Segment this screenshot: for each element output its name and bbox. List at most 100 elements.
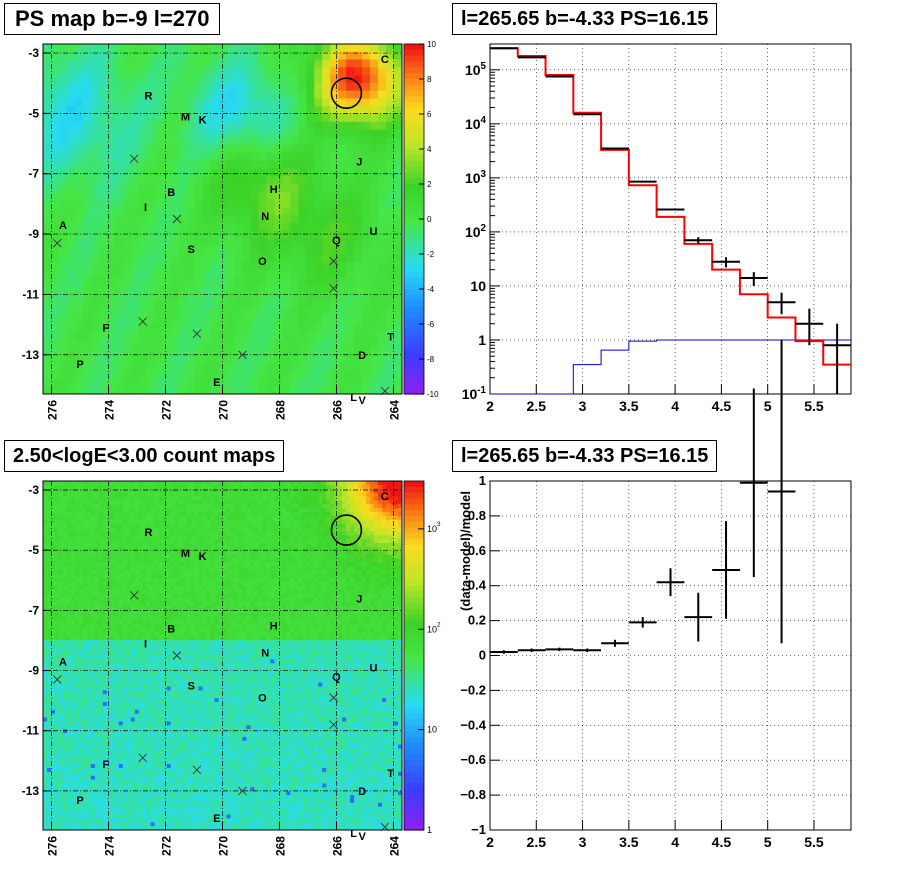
heatmap-cell <box>134 558 140 563</box>
heatmap-cell <box>90 145 100 154</box>
heatmap-cell <box>178 324 188 333</box>
heatmap-cell <box>102 519 108 525</box>
heatmap-cell <box>146 308 156 317</box>
heatmap-cell <box>54 581 60 587</box>
heatmap-cell <box>122 51 132 61</box>
heatmap-cell <box>98 686 104 691</box>
heatmap-cell <box>114 176 124 185</box>
heatmap-cell <box>90 496 96 501</box>
heatmap-cell <box>314 106 323 115</box>
heatmap-cell <box>150 756 156 761</box>
heatmap-cell <box>138 678 144 684</box>
heatmap-cell <box>138 612 144 618</box>
heatmap-cell <box>162 767 168 773</box>
heatmap-cell <box>82 82 92 92</box>
heatmap-cell <box>74 543 80 548</box>
heatmap-cell <box>146 546 152 552</box>
heatmap-cell <box>386 106 395 115</box>
heatmap-cell <box>43 612 48 618</box>
heatmap-cell <box>82 504 88 509</box>
heatmap-cell <box>162 488 168 494</box>
heatmap-cell <box>146 733 152 738</box>
heatmap-cell <box>122 678 128 684</box>
heatmap-cell <box>98 570 104 575</box>
heatmap-cell <box>378 316 387 325</box>
heatmap-cell <box>290 370 299 379</box>
heatmap-cell <box>122 145 132 154</box>
heatmap-cell <box>54 725 60 730</box>
heatmap-cell <box>43 577 48 583</box>
heatmap-cell <box>74 191 84 201</box>
heatmap-cell <box>338 285 347 294</box>
heatmap-cell <box>90 488 96 494</box>
heatmap-cell <box>98 752 104 757</box>
heatmap-cell <box>298 215 307 224</box>
heatmap-cell <box>186 199 196 208</box>
heatmap-cell <box>122 705 128 711</box>
heatmap-cell <box>43 736 48 742</box>
heatmap-cell <box>354 176 363 185</box>
heatmap-cell <box>46 616 52 622</box>
heatmap-cell <box>362 98 371 107</box>
heatmap-cell <box>218 215 227 224</box>
heatmap-cell <box>338 324 347 333</box>
heatmap-cell <box>150 546 156 552</box>
heatmap-cell <box>210 347 220 356</box>
heatmap-cell <box>166 515 172 521</box>
heatmap-cell <box>306 207 315 216</box>
heatmap-cell <box>154 779 160 784</box>
heatmap-cell <box>370 121 379 131</box>
heatmap-cell <box>114 554 120 560</box>
heatmap-cell <box>70 678 76 684</box>
heatmap-cell <box>234 316 243 325</box>
heatmap-cell <box>146 137 156 146</box>
heatmap-cell <box>90 667 96 672</box>
heatmap-cell <box>378 75 387 84</box>
heatmap-cell <box>194 285 204 294</box>
heatmap-cell <box>130 51 140 61</box>
heatmap-cell <box>154 246 164 255</box>
heatmap-cell <box>146 725 152 730</box>
heatmap-cell <box>202 300 212 309</box>
heatmap-cell <box>114 659 120 664</box>
heatmap-cell <box>346 316 355 325</box>
heatmap-cell <box>394 308 403 317</box>
heatmap-cell <box>298 137 307 146</box>
heatmap-cell <box>346 324 355 333</box>
heatmap-cell <box>166 488 172 494</box>
heatmap-cell <box>126 546 132 552</box>
heatmap-cell <box>130 686 136 691</box>
heatmap-cell <box>314 277 323 286</box>
heatmap-cell <box>74 515 80 521</box>
heatmap-cell <box>46 558 52 563</box>
heatmap-cell <box>266 292 275 302</box>
heatmap-cell <box>43 261 52 271</box>
heatmap-cell <box>118 667 124 672</box>
heatmap-cell <box>50 508 56 513</box>
heatmap-cell <box>122 488 128 494</box>
heatmap-cell <box>126 566 132 571</box>
source-cross-marker <box>52 238 62 248</box>
heatmap-cell <box>338 184 347 193</box>
heatmap-cell <box>298 362 307 372</box>
heatmap-cell <box>150 574 156 579</box>
heatmap-cell <box>62 508 68 513</box>
heatmap-cell <box>142 663 148 668</box>
heatmap-cell <box>102 562 108 567</box>
heatmap-cell <box>106 612 112 618</box>
heatmap-cell <box>146 543 152 548</box>
heatmap-cell <box>82 308 92 317</box>
heatmap-cell <box>330 378 339 387</box>
heatmap-cell <box>290 152 299 162</box>
heatmap-cell <box>78 655 84 660</box>
heatmap-cell <box>106 806 112 812</box>
heatmap-cell <box>282 215 291 224</box>
heatmap-cell <box>138 566 144 571</box>
heatmap-cell <box>98 779 104 784</box>
heatmap-cell <box>202 191 212 201</box>
heatmap-cell <box>46 725 52 730</box>
heatmap-cell <box>370 67 379 76</box>
heatmap-cell <box>362 184 371 193</box>
heatmap-cell <box>102 616 108 622</box>
heatmap-cell <box>150 826 156 831</box>
